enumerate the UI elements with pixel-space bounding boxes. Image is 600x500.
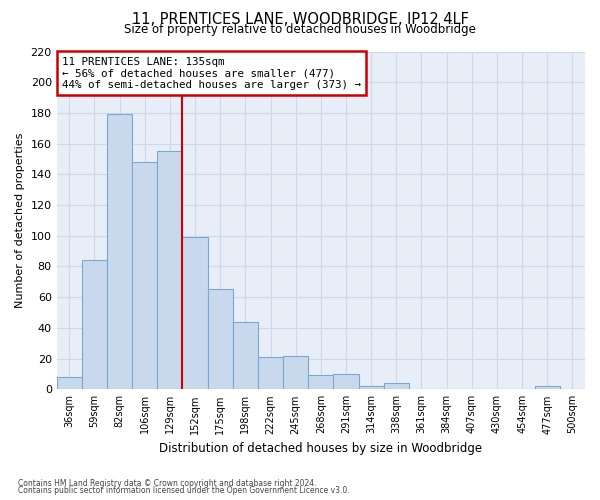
Bar	[359, 386, 384, 390]
Bar	[182, 238, 208, 390]
Y-axis label: Number of detached properties: Number of detached properties	[15, 132, 25, 308]
Bar	[258, 357, 283, 390]
Text: Size of property relative to detached houses in Woodbridge: Size of property relative to detached ho…	[124, 22, 476, 36]
Bar	[157, 152, 182, 390]
Bar	[535, 386, 560, 390]
Bar	[308, 376, 334, 390]
Text: 11, PRENTICES LANE, WOODBRIDGE, IP12 4LF: 11, PRENTICES LANE, WOODBRIDGE, IP12 4LF	[131, 12, 469, 28]
Bar	[334, 374, 359, 390]
Text: Contains HM Land Registry data © Crown copyright and database right 2024.: Contains HM Land Registry data © Crown c…	[18, 478, 317, 488]
Bar	[283, 356, 308, 390]
Bar	[208, 290, 233, 390]
Bar	[132, 162, 157, 390]
Bar	[82, 260, 107, 390]
Text: 11 PRENTICES LANE: 135sqm
← 56% of detached houses are smaller (477)
44% of semi: 11 PRENTICES LANE: 135sqm ← 56% of detac…	[62, 56, 361, 90]
X-axis label: Distribution of detached houses by size in Woodbridge: Distribution of detached houses by size …	[159, 442, 482, 455]
Bar	[233, 322, 258, 390]
Bar	[384, 383, 409, 390]
Text: Contains public sector information licensed under the Open Government Licence v3: Contains public sector information licen…	[18, 486, 350, 495]
Bar	[107, 114, 132, 390]
Bar	[56, 377, 82, 390]
